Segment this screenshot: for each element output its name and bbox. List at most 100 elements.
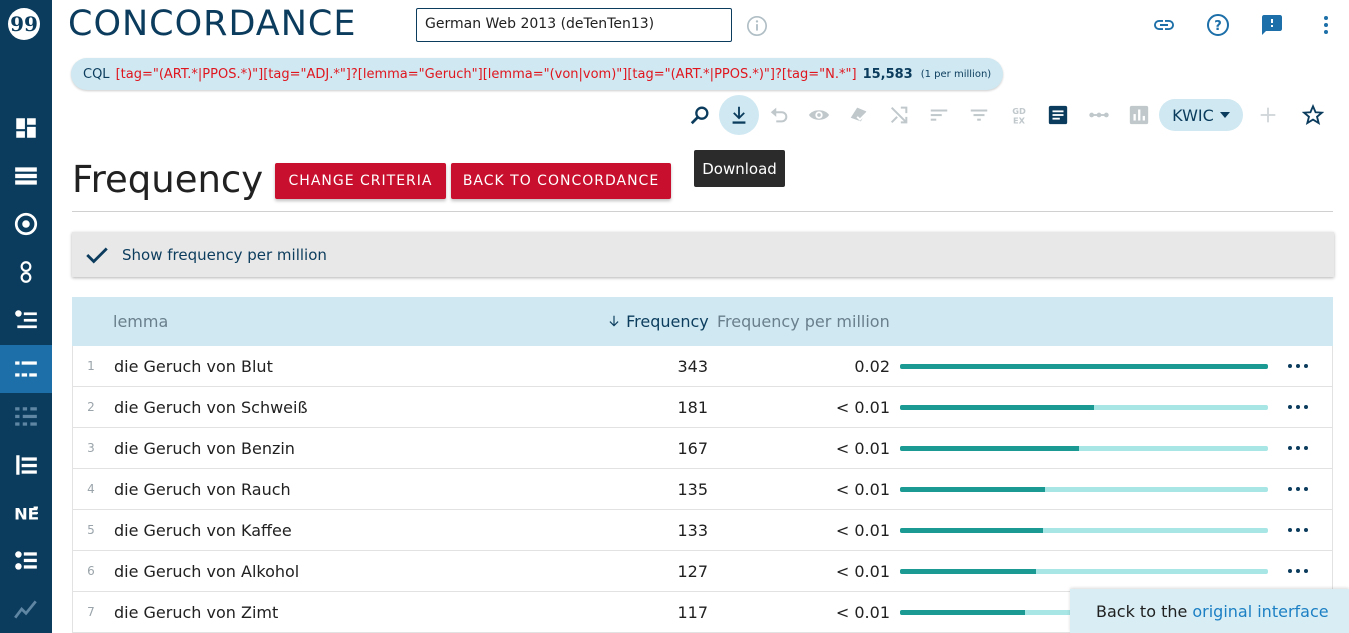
info-icon[interactable]: [746, 15, 768, 37]
frequency-bar-fill: [900, 610, 1026, 615]
lemma-cell[interactable]: die Geruch von Schweiß: [114, 398, 308, 417]
context-icon[interactable]: [1085, 101, 1113, 129]
wordlist-icon[interactable]: [0, 441, 52, 489]
frequency-bar: [900, 364, 1268, 369]
view-mode-label: KWIC: [1172, 105, 1214, 125]
sidebar: 99 NE: [0, 0, 52, 633]
row-number: 4: [87, 482, 95, 496]
dashboard-icon[interactable]: [0, 104, 52, 152]
frequency-bar: [900, 569, 1268, 574]
table-header: lemma Frequency Frequency per million: [72, 297, 1333, 346]
frequency-bar-fill: [900, 528, 1043, 533]
column-header-fpm[interactable]: Frequency per million: [717, 312, 890, 331]
svg-text:NE: NE: [14, 505, 39, 524]
word-sketch-icon[interactable]: [0, 248, 52, 296]
view-mode-dropdown[interactable]: KWIC: [1159, 99, 1243, 131]
help-icon[interactable]: ?: [1206, 13, 1230, 37]
query-summary[interactable]: CQL [tag="(ART.*|PPOS.*)"][tag="ADJ.*"]?…: [71, 58, 1004, 90]
gdex-text-icon[interactable]: GD EX: [1005, 101, 1033, 129]
gdex-icon[interactable]: [845, 101, 873, 129]
cql-label: CQL: [83, 66, 110, 82]
trends-icon[interactable]: [0, 585, 52, 633]
fpm-cell: < 0.01: [835, 562, 890, 581]
frequency-cell: 127: [677, 562, 708, 581]
shuffle-icon[interactable]: [885, 101, 913, 129]
row-number: 7: [87, 605, 95, 619]
show-fpm-label: Show frequency per million: [122, 245, 327, 264]
add-icon[interactable]: [1254, 101, 1282, 129]
frequency-bar-fill: [900, 569, 1037, 574]
frequency-header-label: Frequency: [626, 312, 709, 331]
frequency-bar-fill: [900, 405, 1095, 410]
back-to-concordance-button[interactable]: BACK TO CONCORDANCE: [451, 163, 671, 199]
frequency-bar-fill: [900, 487, 1045, 492]
banner-text: Back to the: [1096, 601, 1188, 621]
filter-icon[interactable]: [965, 101, 993, 129]
frequency-bar: [900, 405, 1268, 410]
page-title: Frequency: [72, 158, 264, 201]
star-icon[interactable]: [1299, 101, 1327, 129]
ngrams-icon[interactable]: NE: [0, 489, 52, 537]
sort-icon[interactable]: [925, 101, 953, 129]
result-count: 15,583: [862, 66, 913, 82]
parallel-concordance-icon[interactable]: [0, 537, 52, 585]
svg-text:?: ?: [1214, 19, 1222, 34]
chart-icon[interactable]: [1125, 101, 1153, 129]
frequency-bar-fill: [900, 364, 1268, 369]
more-horiz-icon[interactable]: [1288, 481, 1308, 497]
lemma-cell[interactable]: die Geruch von Blut: [114, 357, 273, 376]
sketch-engine-logo[interactable]: 99: [8, 8, 40, 40]
fpm-cell: < 0.01: [835, 398, 890, 417]
frequency-cell: 117: [677, 603, 708, 622]
row-number: 1: [87, 359, 95, 373]
frequency-icon[interactable]: [0, 345, 52, 393]
lemma-cell[interactable]: die Geruch von Rauch: [114, 480, 291, 499]
more-horiz-icon[interactable]: [1288, 440, 1308, 456]
download-icon[interactable]: [725, 101, 753, 129]
more-horiz-icon[interactable]: [1288, 522, 1308, 538]
feedback-icon[interactable]: [1260, 13, 1284, 37]
corpus-selector[interactable]: German Web 2013 (deTenTen13): [416, 8, 732, 42]
row-number: 6: [87, 564, 95, 578]
row-number: 3: [87, 441, 95, 455]
fpm-cell: < 0.01: [835, 439, 890, 458]
table-row: 1 die Geruch von Blut 343 0.02: [72, 346, 1333, 387]
undo-icon[interactable]: [765, 101, 793, 129]
more-vert-icon[interactable]: [1314, 13, 1338, 37]
more-horiz-icon[interactable]: [1288, 358, 1308, 374]
original-interface-link[interactable]: original interface: [1192, 601, 1329, 621]
lemma-cell[interactable]: die Geruch von Zimt: [114, 603, 279, 622]
view-icon[interactable]: [805, 101, 833, 129]
frequency-bar: [900, 528, 1268, 533]
text-view-icon[interactable]: [1044, 101, 1072, 129]
thesaurus-icon[interactable]: [0, 296, 52, 344]
column-header-frequency[interactable]: Frequency: [607, 312, 709, 331]
lemma-cell[interactable]: die Geruch von Benzin: [114, 439, 295, 458]
change-criteria-button[interactable]: CHANGE CRITERIA: [275, 163, 446, 199]
frequency-cell: 133: [677, 521, 708, 540]
frequency-cell: 181: [677, 398, 708, 417]
frequency-table: lemma Frequency Frequency per million 1 d…: [72, 297, 1333, 633]
lemma-cell[interactable]: die Geruch von Alkohol: [114, 562, 300, 581]
more-horiz-icon[interactable]: [1288, 399, 1308, 415]
svg-text:GD: GD: [1012, 106, 1026, 116]
corpus-list-icon[interactable]: [0, 152, 52, 200]
lemma-cell[interactable]: die Geruch von Kaffee: [114, 521, 292, 540]
divider: [72, 211, 1333, 212]
app-title: CONCORDANCE: [68, 4, 357, 44]
show-fpm-toggle[interactable]: Show frequency per million: [72, 232, 1334, 277]
frequency-cell: 343: [677, 357, 708, 376]
chevron-down-icon: [1219, 112, 1230, 118]
search-icon[interactable]: [686, 101, 714, 129]
column-header-lemma[interactable]: lemma: [113, 312, 169, 331]
concordance-icon[interactable]: [0, 200, 52, 248]
table-row: 5 die Geruch von Kaffee 133 < 0.01: [72, 510, 1333, 551]
link-icon[interactable]: [1152, 13, 1176, 37]
keywords-icon[interactable]: [0, 393, 52, 441]
svg-text:EX: EX: [1013, 115, 1026, 125]
arrow-down-icon: [609, 315, 619, 327]
result-per-million: (1 per million): [920, 68, 992, 80]
more-horiz-icon[interactable]: [1288, 563, 1308, 579]
table-row: 4 die Geruch von Rauch 135 < 0.01: [72, 469, 1333, 510]
row-number: 5: [87, 523, 95, 537]
